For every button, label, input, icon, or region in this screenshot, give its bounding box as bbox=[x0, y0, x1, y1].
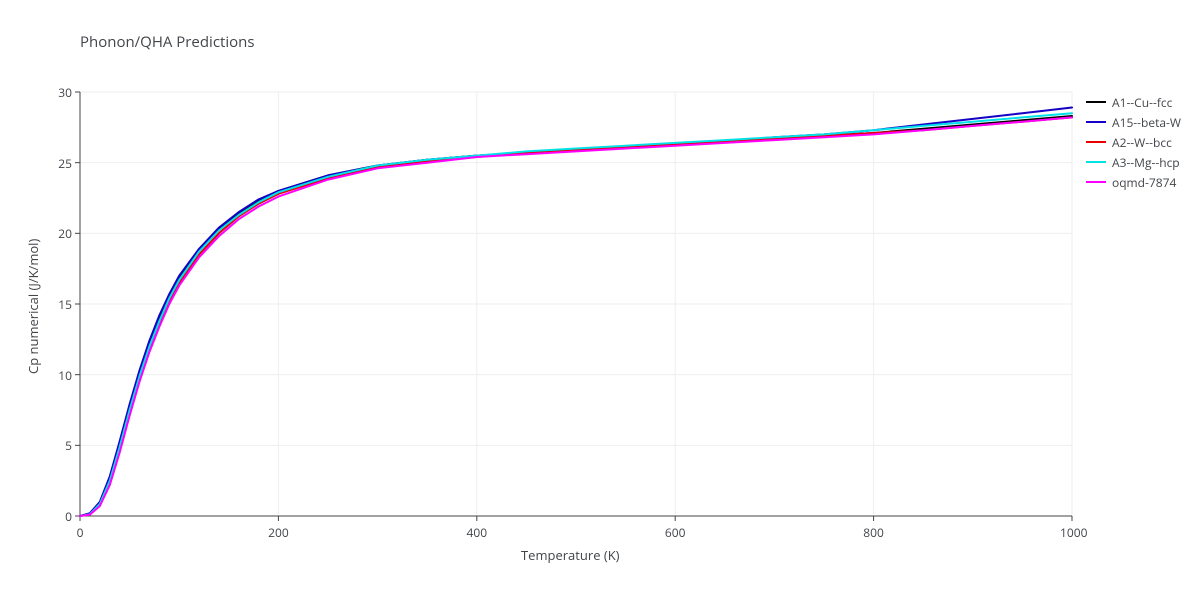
legend-item[interactable]: oqmd-7874 bbox=[1086, 172, 1181, 192]
legend-label: A1--Cu--fcc bbox=[1112, 94, 1172, 111]
legend-item[interactable]: A1--Cu--fcc bbox=[1086, 92, 1181, 112]
y-tick-label: 25 bbox=[48, 155, 72, 172]
chart-canvas[interactable] bbox=[0, 0, 1200, 600]
legend: A1--Cu--fcc A15--beta-W A2--W--bcc A3--Mg--… bbox=[1086, 92, 1181, 192]
legend-swatch bbox=[1086, 141, 1106, 143]
legend-label: A3--Mg--hcp bbox=[1112, 154, 1180, 171]
series-line[interactable] bbox=[80, 108, 1072, 517]
legend-label: oqmd-7874 bbox=[1112, 174, 1176, 191]
x-tick-label: 1000 bbox=[1060, 524, 1084, 541]
x-tick-label: 0 bbox=[68, 524, 92, 541]
x-tick-label: 400 bbox=[465, 524, 489, 541]
series-line[interactable] bbox=[80, 113, 1072, 516]
y-tick-label: 30 bbox=[48, 84, 72, 101]
y-tick-label: 0 bbox=[48, 508, 72, 525]
series-line[interactable] bbox=[80, 117, 1072, 516]
legend-label: A15--beta-W bbox=[1112, 114, 1181, 131]
legend-swatch bbox=[1086, 161, 1106, 163]
y-tick-label: 10 bbox=[48, 367, 72, 384]
y-tick-label: 20 bbox=[48, 225, 72, 242]
legend-label: A2--W--bcc bbox=[1112, 134, 1172, 151]
legend-item[interactable]: A2--W--bcc bbox=[1086, 132, 1181, 152]
y-tick-label: 15 bbox=[48, 296, 72, 313]
legend-swatch bbox=[1086, 181, 1106, 183]
x-tick-label: 200 bbox=[266, 524, 290, 541]
y-tick-label: 5 bbox=[48, 437, 72, 454]
x-tick-label: 600 bbox=[663, 524, 687, 541]
legend-swatch bbox=[1086, 101, 1106, 103]
legend-swatch bbox=[1086, 121, 1106, 123]
series-line[interactable] bbox=[80, 117, 1072, 516]
x-tick-label: 800 bbox=[862, 524, 886, 541]
series-line[interactable] bbox=[80, 116, 1072, 516]
x-axis-label: Temperature (K) bbox=[521, 546, 620, 564]
legend-item[interactable]: A3--Mg--hcp bbox=[1086, 152, 1181, 172]
y-axis-label: Cp numerical (J/K/mol) bbox=[24, 239, 42, 374]
legend-item[interactable]: A15--beta-W bbox=[1086, 112, 1181, 132]
